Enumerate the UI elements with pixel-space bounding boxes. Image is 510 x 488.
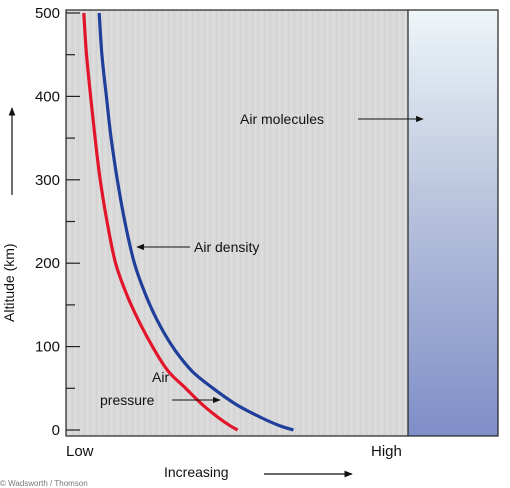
plot-frame (65, 9, 499, 437)
y-tick-label: 500 (35, 5, 60, 22)
x-tick-label-low: Low (66, 443, 94, 460)
annotation-air-density: Air density (194, 239, 259, 255)
y-tick-label: 200 (35, 255, 60, 272)
x-axis-title: Increasing (164, 464, 229, 480)
x-tick-label-high: High (371, 443, 402, 460)
air-molecules-panel (408, 10, 498, 436)
plot-area (66, 10, 408, 436)
image-credit: © Wadsworth / Thomson (0, 479, 88, 488)
series-line-density (97, 12, 294, 432)
y-tick-label: 0 (52, 422, 60, 439)
annotation-air-pressure-line2: pressure (100, 392, 155, 408)
y-tick-label: 300 (35, 172, 60, 189)
annotation-air-molecules: Air molecules (240, 111, 324, 127)
y-tick-label: 400 (35, 88, 60, 105)
y-axis: 0 100 200 300 400 500 (35, 5, 80, 439)
y-axis-title: Altitude (km) (1, 243, 17, 322)
y-tick-label: 100 (35, 339, 60, 356)
series-line-pressure (82, 12, 239, 432)
annotation-air-pressure-line1: Air (152, 369, 169, 385)
